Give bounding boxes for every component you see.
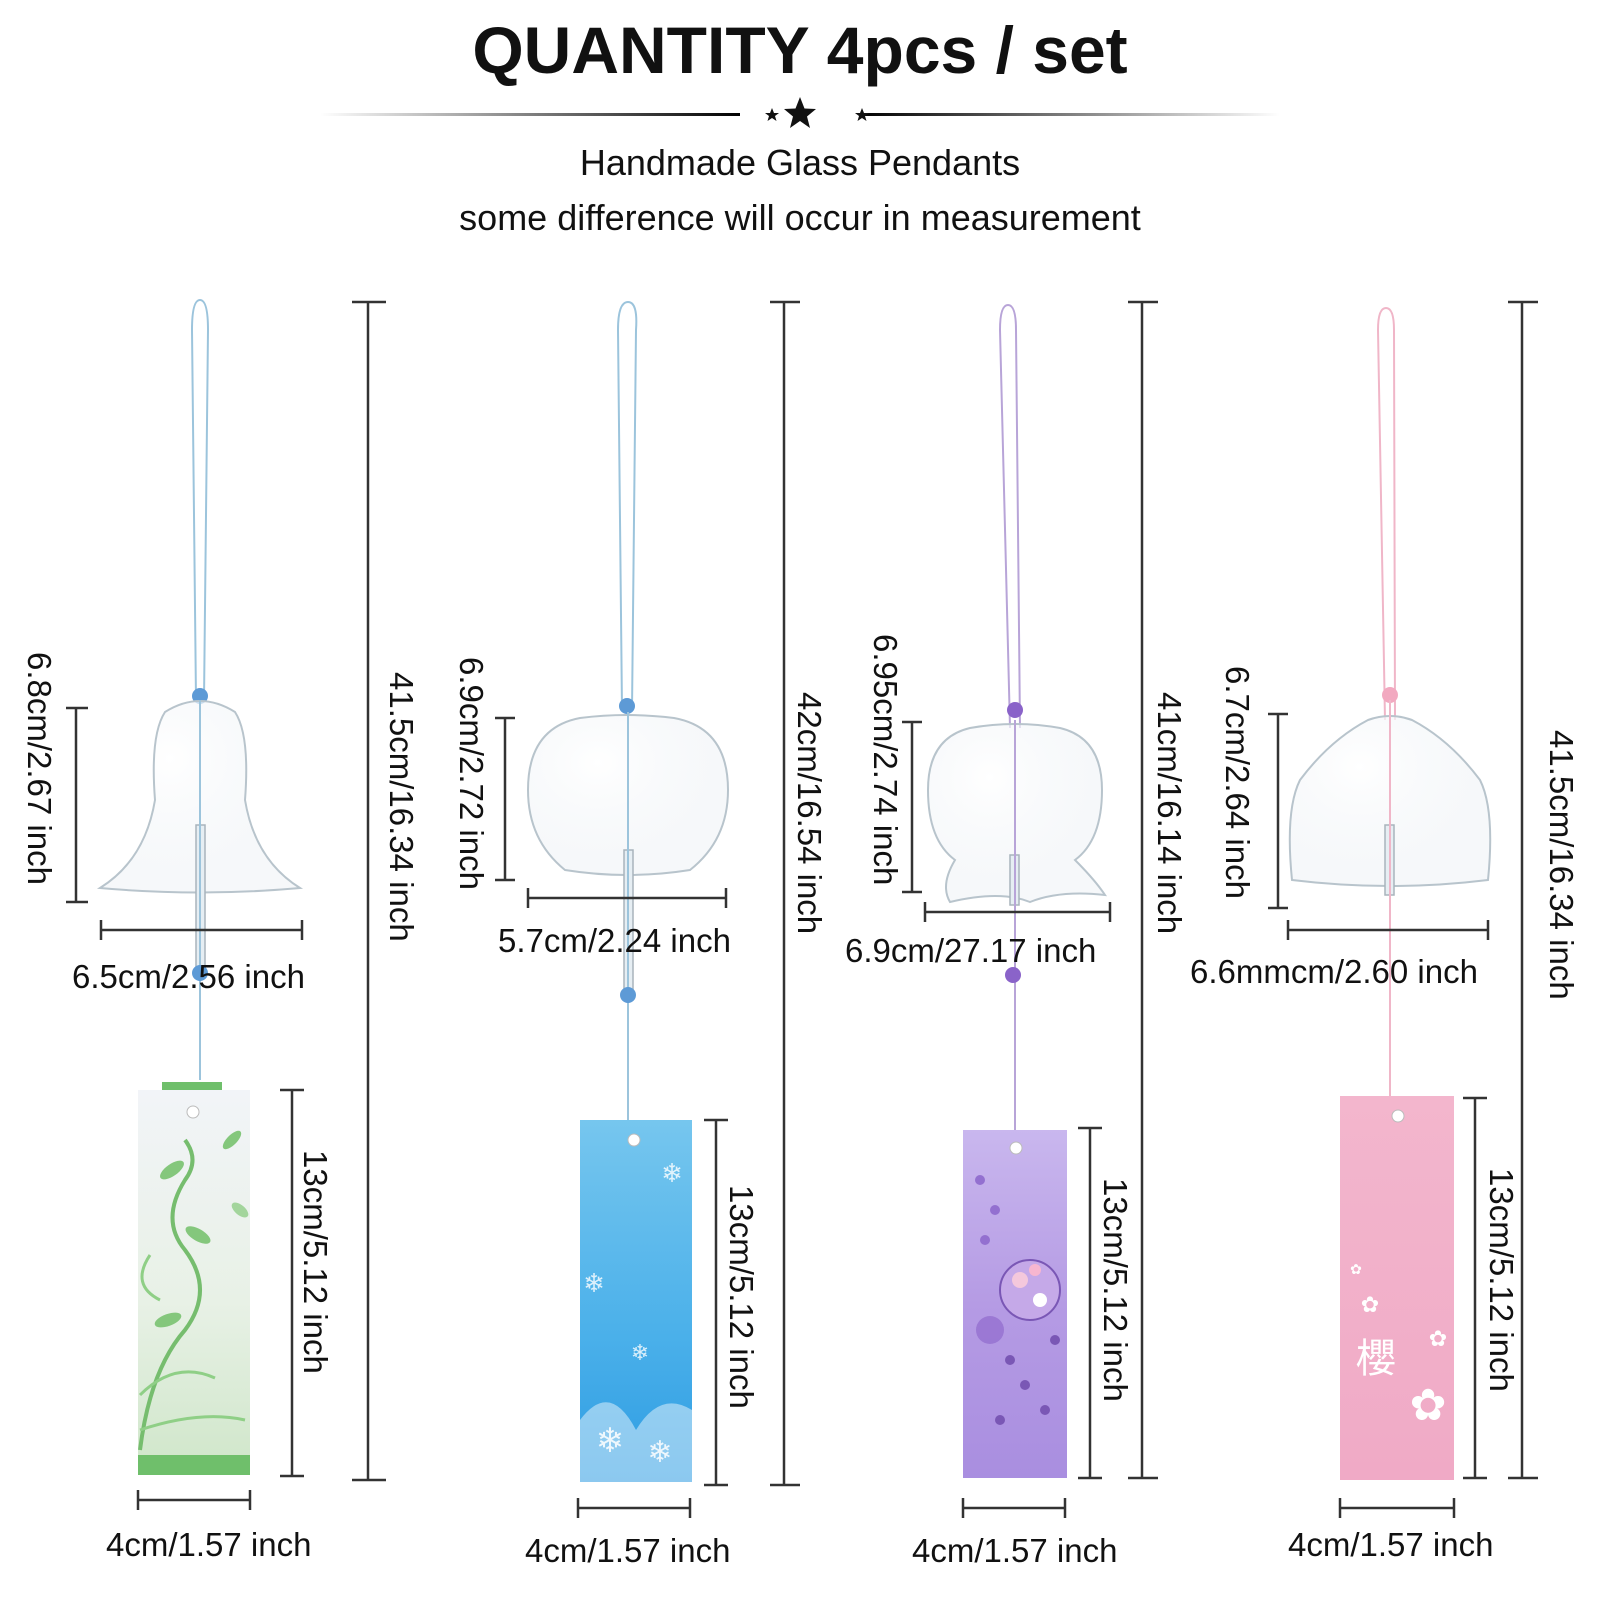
leaf-shape bbox=[222, 1130, 242, 1150]
hanging-cord bbox=[190, 298, 210, 701]
bell-height-label: 6.95cm/2.74 inch bbox=[867, 634, 904, 886]
glass-bead bbox=[192, 965, 208, 981]
tag-hole bbox=[1009, 1141, 1023, 1155]
leaf-shape bbox=[185, 1226, 211, 1244]
glass-bead bbox=[192, 688, 208, 704]
leaf-shape bbox=[231, 1202, 249, 1218]
pendant-4: 櫻 ✿ ✿ ✿ ✿ bbox=[1288, 306, 1492, 1480]
bell-height-label: 6.9cm/2.72 inch bbox=[453, 657, 490, 890]
page-title: QUANTITY 4pcs / set bbox=[472, 13, 1128, 87]
snowflake-icon: ❄ bbox=[596, 1422, 625, 1460]
divider-line-left bbox=[320, 113, 740, 116]
tag-width-label: 4cm/1.57 inch bbox=[106, 1526, 312, 1563]
subtitle-line-2: some difference will occur in measuremen… bbox=[459, 197, 1141, 238]
pendant-3 bbox=[926, 303, 1108, 1478]
glass-bead bbox=[619, 698, 635, 714]
tag-height-label: 13cm/5.12 inch bbox=[297, 1150, 334, 1374]
hanging-cord bbox=[616, 300, 638, 711]
total-length-label: 42cm/16.54 inch bbox=[791, 692, 828, 935]
star-icon-small-left bbox=[765, 108, 779, 121]
total-length-label: 41.5cm/16.34 inch bbox=[1543, 730, 1580, 1000]
bell-width-label: 6.5cm/2.56 inch bbox=[72, 958, 305, 995]
paper-tag-green bbox=[138, 1090, 250, 1475]
snowflake-pattern bbox=[580, 1402, 692, 1482]
divider-line-right bbox=[860, 113, 1280, 116]
paper-tag-blue bbox=[580, 1120, 692, 1482]
tag-hole bbox=[1391, 1109, 1405, 1123]
subtitle-line-1: Handmade Glass Pendants bbox=[579, 142, 1021, 183]
vine-pattern bbox=[138, 1254, 246, 1432]
cherry-blossom-icon: ✿ bbox=[1361, 1292, 1379, 1317]
tag-height-label: 13cm/5.12 inch bbox=[723, 1185, 760, 1409]
snowflake-icon: ❄ bbox=[583, 1268, 605, 1298]
title-divider bbox=[320, 97, 1280, 128]
vine-pattern bbox=[138, 1138, 202, 1451]
glass-bead bbox=[1005, 967, 1021, 983]
tag-top-band bbox=[162, 1082, 222, 1090]
bell-width-label: 6.9cm/27.17 inch bbox=[845, 932, 1097, 969]
total-length-label: 41cm/16.14 inch bbox=[1151, 692, 1188, 935]
glass-bead bbox=[620, 987, 636, 1003]
pendant-2: ❄ ❄ ❄ ❄ ❄ bbox=[526, 300, 730, 1482]
bell-width-label: 5.7cm/2.24 inch bbox=[498, 922, 731, 959]
hanging-cord bbox=[1376, 306, 1396, 721]
cherry-blossom-icon: ✿ bbox=[1410, 1381, 1447, 1430]
tag-height-label: 13cm/5.12 inch bbox=[1097, 1178, 1134, 1402]
pendant-1 bbox=[96, 298, 304, 1475]
tag-width-label: 4cm/1.57 inch bbox=[525, 1532, 731, 1569]
tag-hole bbox=[186, 1105, 200, 1119]
snowflake-icon: ❄ bbox=[661, 1158, 683, 1188]
bell-width-label: 6.6mmcm/2.60 inch bbox=[1190, 953, 1478, 990]
tag-hole bbox=[627, 1133, 641, 1147]
total-length-label: 41.5cm/16.34 inch bbox=[383, 672, 420, 942]
leaf-shape bbox=[154, 1312, 182, 1328]
tag-height-label: 13cm/5.12 inch bbox=[1483, 1168, 1520, 1392]
hanging-cord bbox=[998, 303, 1021, 729]
glass-bead bbox=[1382, 687, 1398, 703]
cherry-blossom-icon: ✿ bbox=[1429, 1326, 1447, 1351]
leaf-shape bbox=[160, 1160, 184, 1180]
glass-bell bbox=[926, 723, 1108, 904]
bell-height-label: 6.7cm/2.64 inch bbox=[1219, 666, 1256, 899]
wisteria-pattern bbox=[975, 1175, 1061, 1425]
tag-bottom-band bbox=[138, 1455, 250, 1475]
paper-tag-pink bbox=[1340, 1096, 1454, 1480]
tag-width-label: 4cm/1.57 inch bbox=[1288, 1526, 1494, 1563]
snowflake-icon: ❄ bbox=[631, 1340, 649, 1365]
star-icon bbox=[784, 97, 816, 128]
glass-bead bbox=[1007, 702, 1023, 718]
tag-width-label: 4cm/1.57 inch bbox=[912, 1532, 1118, 1569]
bell-height-label: 6.8cm/2.67 inch bbox=[21, 652, 58, 885]
dimension-lines bbox=[66, 300, 1538, 1518]
cherry-blossom-icon: ✿ bbox=[1350, 1261, 1362, 1277]
star-icon-small-right bbox=[855, 108, 869, 121]
tag-character: 櫻 bbox=[1356, 1336, 1396, 1382]
snowflake-icon: ❄ bbox=[647, 1436, 672, 1469]
